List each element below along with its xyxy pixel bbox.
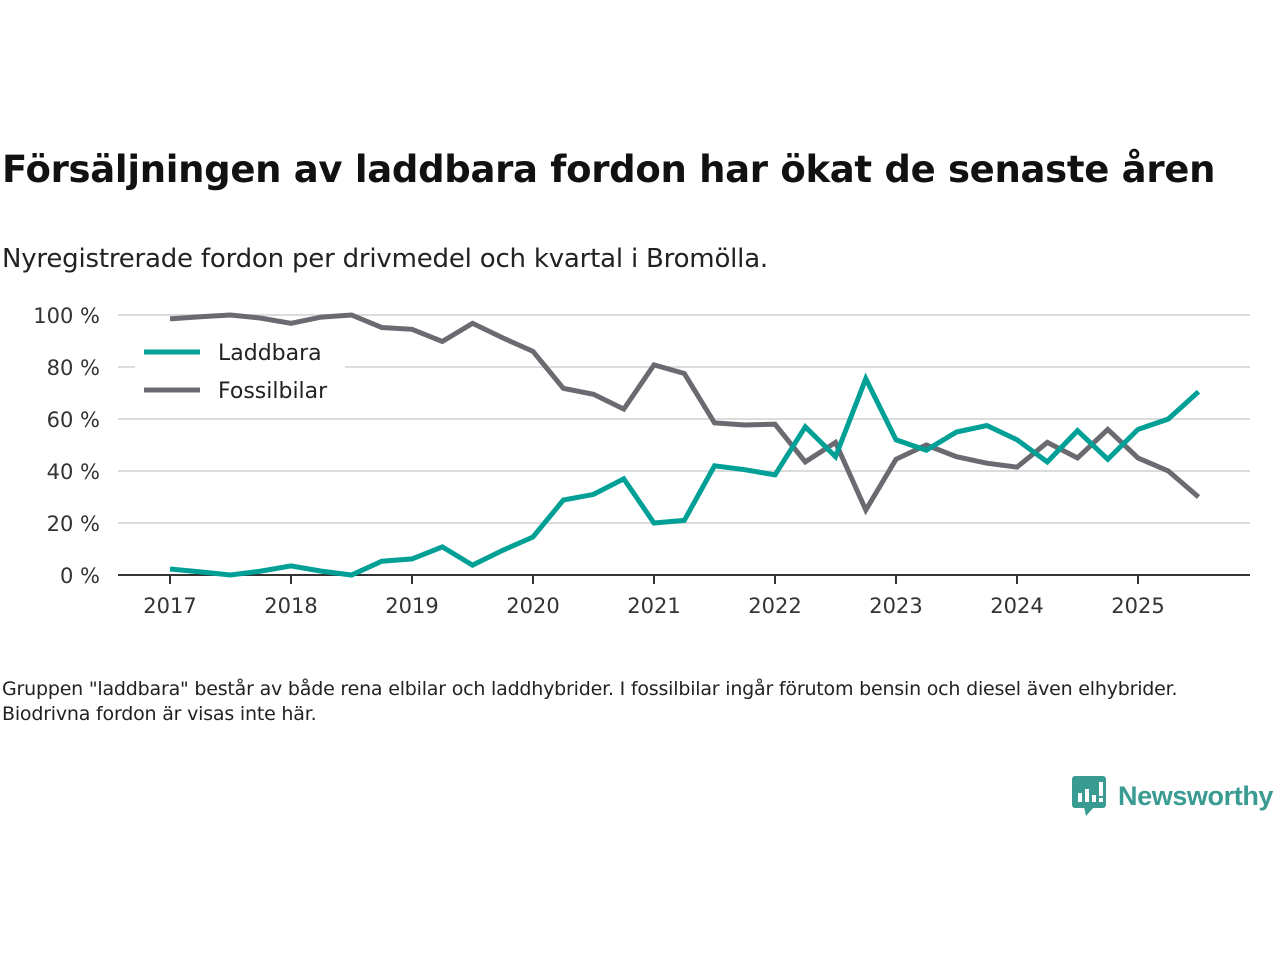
legend-background [135, 335, 345, 413]
x-tick-label: 2025 [1111, 594, 1164, 618]
x-tick-label: 2019 [385, 594, 438, 618]
x-tick-label: 2023 [869, 594, 922, 618]
x-tick-label: 2024 [990, 594, 1043, 618]
line-chart: 0 % 20 % 40 % 60 % 80 % 100 % 2017 2018 2019 202… [33, 304, 1250, 618]
x-axis: 2017 2018 2019 2020 2021 2022 2023 2024 2025 [118, 574, 1250, 618]
x-tick-label: 2020 [506, 594, 559, 618]
legend-label-fossilbilar: Fossilbilar [218, 379, 328, 404]
legend-label-laddbara: Laddbara [218, 341, 322, 366]
series-line-fossilbilar [169, 312, 1201, 516]
chart-title: Försäljningen av laddbara fordon har öka… [2, 148, 1216, 191]
y-tick-label: 20 % [47, 512, 100, 536]
y-tick-label: 60 % [47, 408, 100, 432]
newsworthy-logo-icon [1072, 776, 1106, 816]
y-tick-label: 100 % [33, 304, 100, 328]
series-lines [169, 312, 1201, 578]
footnote: Gruppen "laddbara" består av både rena e… [2, 678, 1178, 725]
y-tick-label: 40 % [47, 460, 100, 484]
x-tick-label: 2022 [748, 594, 801, 618]
x-tick-label: 2018 [264, 594, 317, 618]
series-line-laddbara [169, 372, 1201, 578]
chart-subtitle: Nyregistrerade fordon per drivmedel och … [2, 244, 768, 274]
brand-name: Newsworthy [1118, 780, 1274, 811]
x-tick-label: 2017 [143, 594, 196, 618]
x-tick-label: 2021 [627, 594, 680, 618]
brand-logo: Newsworthy [1072, 776, 1273, 816]
y-tick-label: 0 % [60, 564, 100, 588]
y-tick-label: 80 % [47, 356, 100, 380]
y-axis: 0 % 20 % 40 % 60 % 80 % 100 % [33, 304, 100, 588]
legend: Laddbara Fossilbilar [135, 335, 345, 413]
